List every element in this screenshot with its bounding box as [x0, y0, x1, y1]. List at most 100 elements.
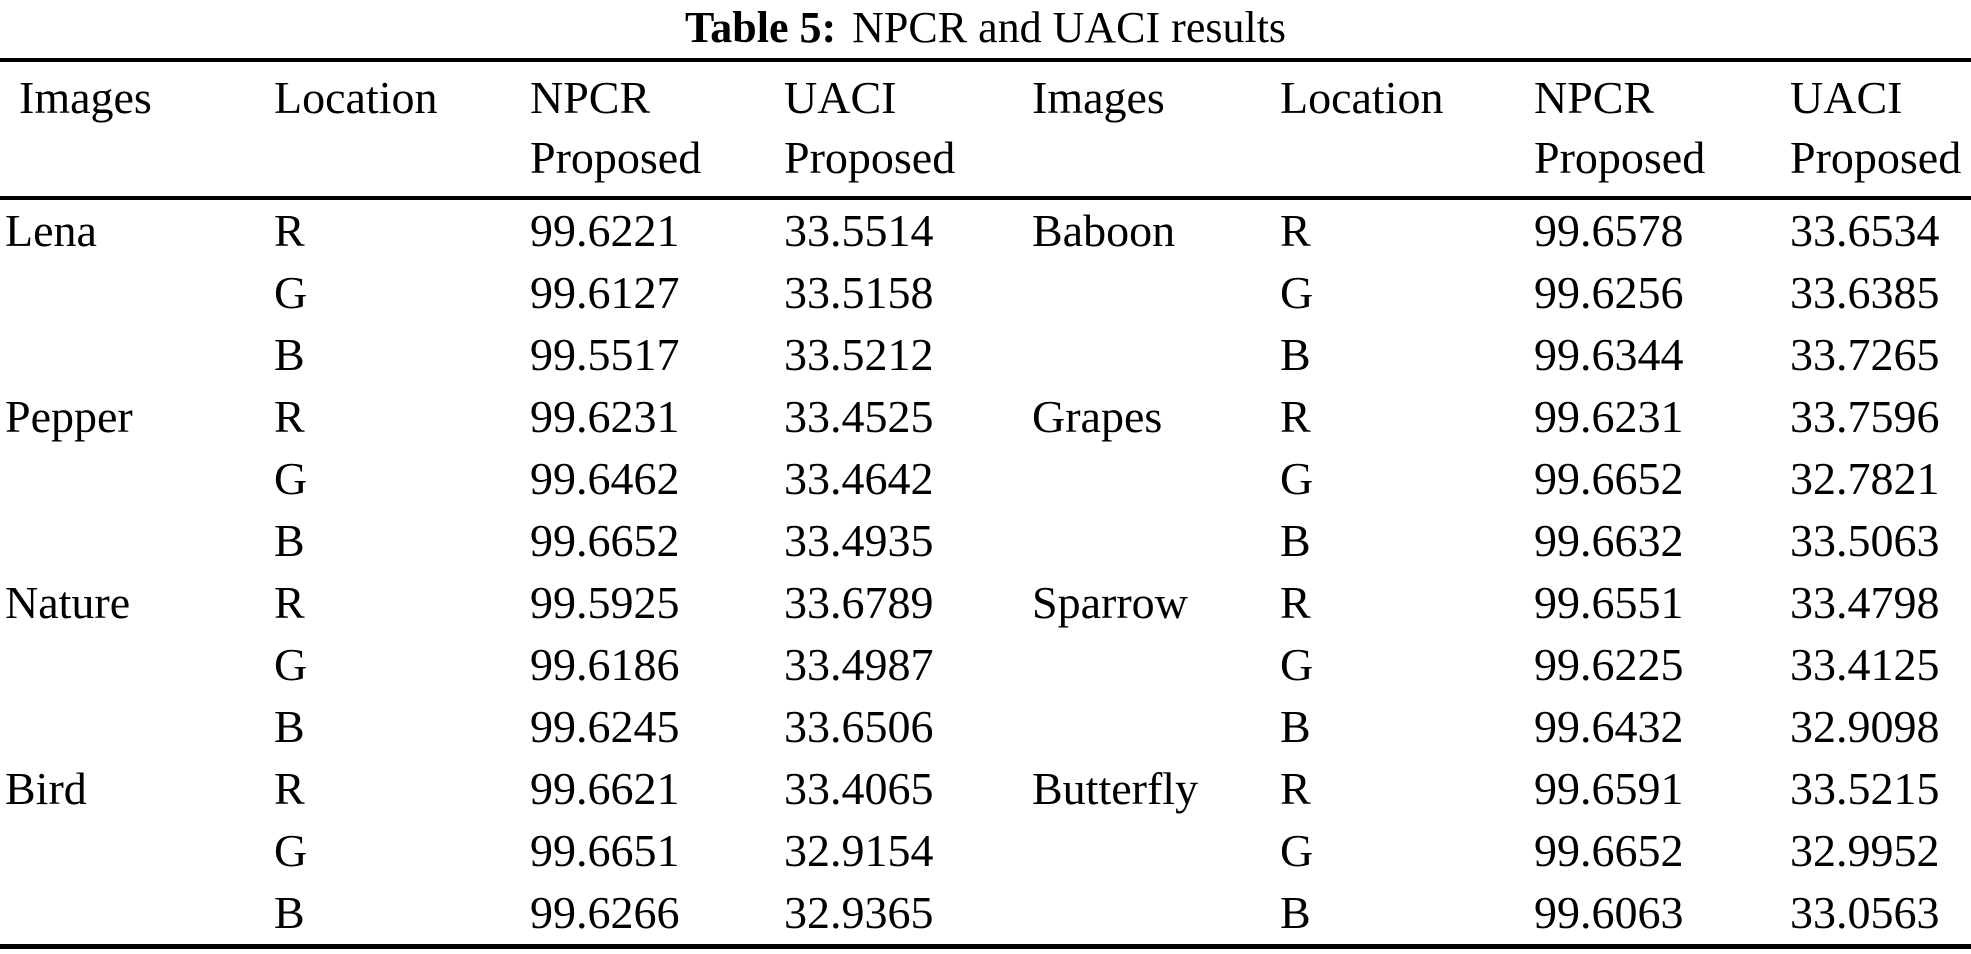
cell-location-right: G: [1280, 825, 1314, 876]
header-uaci-left-line1: UACI: [784, 72, 897, 123]
cell-location-left: B: [274, 701, 305, 752]
header-images-right: Images: [1032, 72, 1165, 123]
cell-uaci-right: 33.0563: [1790, 887, 1940, 938]
cell-npcr-right: 99.6231: [1534, 391, 1684, 442]
cell-npcr-left: 99.6186: [530, 639, 680, 690]
cell-location-right: B: [1280, 887, 1311, 938]
cell-image-left: [0, 882, 266, 944]
header-uaci-left: UACI Proposed: [776, 68, 1022, 196]
cell-npcr-left: 99.5925: [530, 577, 680, 628]
header-uaci-left-line2: Proposed: [784, 132, 956, 183]
cell-location-right: R: [1280, 763, 1311, 814]
cell-location-right: R: [1280, 577, 1311, 628]
cell-npcr-right: 99.6632: [1534, 515, 1684, 566]
cell-npcr-left: 99.6245: [530, 701, 680, 752]
cell-image-right: [1022, 820, 1272, 882]
cell-location-right: G: [1280, 639, 1314, 690]
header-location-right: Location: [1280, 72, 1444, 123]
cell-npcr-left: 99.6266: [530, 887, 680, 938]
cell-image-left: [0, 634, 266, 696]
cell-npcr-right: 99.6432: [1534, 701, 1684, 752]
cell-image-left: [0, 696, 266, 758]
cell-image-left: [0, 262, 266, 324]
cell-location-left: R: [274, 763, 305, 814]
cell-uaci-left: 32.9365: [784, 887, 934, 938]
cell-uaci-right: 33.4798: [1790, 577, 1940, 628]
header-npcr-left-line1: NPCR: [530, 72, 651, 123]
cell-uaci-right: 33.7596: [1790, 391, 1940, 442]
cell-uaci-left: 33.4642: [784, 453, 934, 504]
cell-image-right: [1022, 448, 1272, 510]
cell-npcr-left: 99.6127: [530, 267, 680, 318]
cell-uaci-left: 33.6789: [784, 577, 934, 628]
cell-image-right: [1022, 324, 1272, 386]
cell-image-left: Nature: [5, 577, 131, 628]
header-npcr-right: NPCR Proposed: [1526, 68, 1782, 196]
cell-uaci-left: 33.4935: [784, 515, 934, 566]
cell-uaci-left: 33.4525: [784, 391, 934, 442]
table-header-rule: [0, 196, 1971, 200]
cell-uaci-right: 33.6385: [1790, 267, 1940, 318]
cell-image-right: Baboon: [1032, 205, 1176, 256]
cell-location-left: R: [274, 391, 305, 442]
cell-npcr-right: 99.6063: [1534, 887, 1684, 938]
cell-location-left: G: [274, 453, 308, 504]
table-caption: Table 5: NPCR and UACI results: [0, 0, 1971, 58]
cell-npcr-right: 99.6256: [1534, 267, 1684, 318]
cell-location-left: R: [274, 205, 305, 256]
cell-uaci-right: 33.4125: [1790, 639, 1940, 690]
cell-image-left: Lena: [5, 205, 97, 256]
header-npcr-left-line2: Proposed: [530, 132, 702, 183]
cell-image-right: [1022, 634, 1272, 696]
cell-npcr-left: 99.6231: [530, 391, 680, 442]
cell-uaci-left: 32.9154: [784, 825, 934, 876]
header-npcr-right-line2: Proposed: [1534, 132, 1706, 183]
cell-npcr-right: 99.6652: [1534, 453, 1684, 504]
cell-location-left: G: [274, 639, 308, 690]
cell-image-left: [0, 448, 266, 510]
table-header-row: Images Location NPCR Proposed UACI Propo…: [0, 62, 1971, 196]
cell-npcr-right: 99.6551: [1534, 577, 1684, 628]
header-images-left: Images: [19, 72, 152, 123]
cell-image-right: Sparrow: [1032, 577, 1188, 628]
header-npcr-left: NPCR Proposed: [522, 68, 776, 196]
cell-image-right: [1022, 882, 1272, 944]
cell-location-right: G: [1280, 267, 1314, 318]
cell-npcr-left: 99.6652: [530, 515, 680, 566]
table-bottom-rule: [0, 944, 1971, 949]
cell-location-left: B: [274, 329, 305, 380]
cell-location-right: B: [1280, 329, 1311, 380]
cell-image-right: Grapes: [1032, 391, 1163, 442]
cell-uaci-right: 32.7821: [1790, 453, 1940, 504]
cell-image-left: Pepper: [5, 391, 133, 442]
cell-image-right: [1022, 696, 1272, 758]
cell-uaci-right: 32.9952: [1790, 825, 1940, 876]
table-caption-title: NPCR and UACI results: [852, 3, 1287, 52]
cell-uaci-right: 33.6534: [1790, 205, 1940, 256]
table-caption-label: Table 5:: [684, 3, 837, 52]
header-location-left: Location: [274, 72, 438, 123]
cell-uaci-left: 33.6506: [784, 701, 934, 752]
cell-npcr-right: 99.6225: [1534, 639, 1684, 690]
cell-uaci-left: 33.5158: [784, 267, 934, 318]
table-top-rule: [0, 58, 1971, 62]
cell-uaci-left: 33.5212: [784, 329, 934, 380]
cell-npcr-left: 99.6621: [530, 763, 680, 814]
cell-npcr-right: 99.6344: [1534, 329, 1684, 380]
cell-location-right: R: [1280, 205, 1311, 256]
cell-location-left: R: [274, 577, 305, 628]
cell-uaci-left: 33.4987: [784, 639, 934, 690]
header-uaci-right-line1: UACI: [1790, 72, 1903, 123]
cell-npcr-right: 99.6591: [1534, 763, 1684, 814]
cell-image-right: Butterfly: [1032, 763, 1199, 814]
cell-image-left: Bird: [5, 763, 87, 814]
cell-location-right: B: [1280, 515, 1311, 566]
cell-npcr-left: 99.5517: [530, 329, 680, 380]
cell-npcr-right: 99.6652: [1534, 825, 1684, 876]
cell-location-right: G: [1280, 453, 1314, 504]
cell-image-left: [0, 324, 266, 386]
cell-npcr-right: 99.6578: [1534, 205, 1684, 256]
cell-location-left: G: [274, 267, 308, 318]
cell-npcr-left: 99.6462: [530, 453, 680, 504]
